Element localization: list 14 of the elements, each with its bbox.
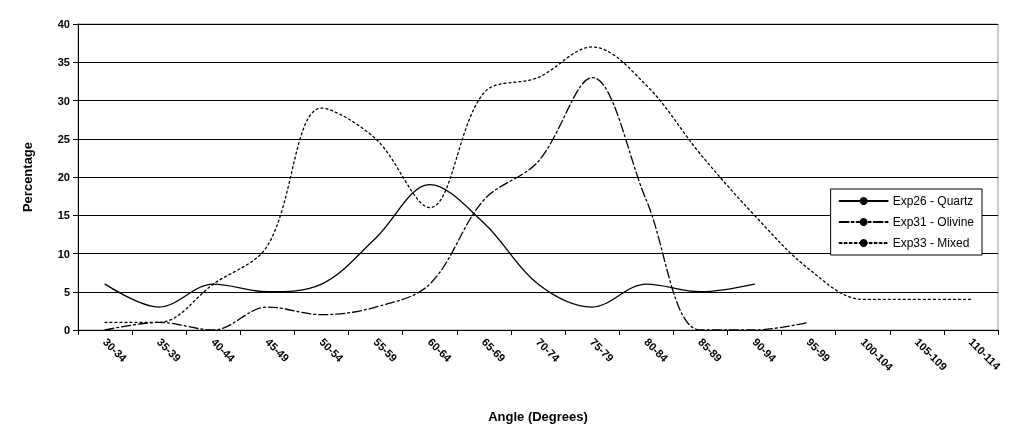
y-tick-label: 20 <box>57 171 70 183</box>
legend-label: Exp33 - Mixed <box>892 236 970 250</box>
y-tick-label: 10 <box>57 247 70 260</box>
y-tick-label: 5 <box>63 285 70 298</box>
y-tick-label: 30 <box>57 94 70 107</box>
y-tick-label: 35 <box>57 56 70 69</box>
y-tick-label: 0 <box>63 324 70 336</box>
y-tick-label: 25 <box>57 132 70 145</box>
x-axis-title: Angle (Degrees) <box>488 409 588 424</box>
legend-label: Exp26 - Quartz <box>892 194 974 208</box>
y-axis-title: Percentage <box>20 141 35 213</box>
legend-label: Exp31 - Olivine <box>892 215 975 229</box>
y-tick-label: 40 <box>57 18 70 30</box>
y-tick-label: 15 <box>57 209 70 222</box>
